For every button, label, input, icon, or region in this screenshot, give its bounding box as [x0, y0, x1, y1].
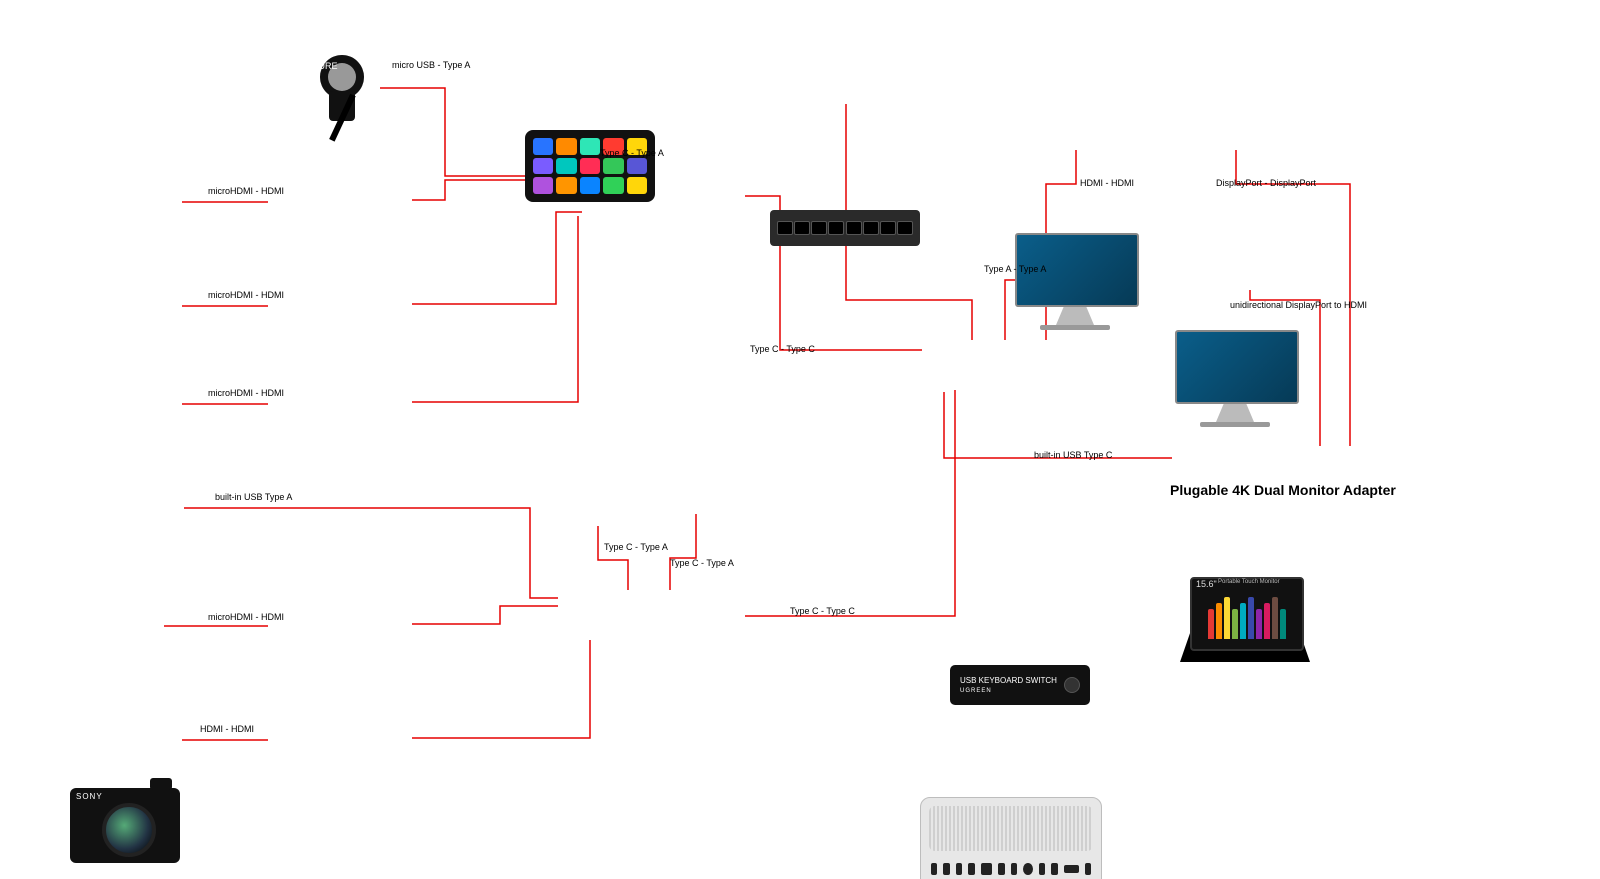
wire	[598, 526, 628, 590]
pencils-icon	[1202, 589, 1292, 639]
device-portable-monitor: 15.6" Portable Touch Monitor	[1180, 577, 1310, 662]
cable-label: microHDMI - HDMI	[208, 612, 284, 622]
device-usb-kvm: USB KEYBOARD SWITCHUGREEN	[950, 665, 1090, 705]
cable-label: Type A - Type A	[984, 264, 1046, 274]
cable-label: DisplayPort - DisplayPort	[1216, 178, 1316, 188]
cable-label: Type C - Type A	[670, 558, 734, 568]
wire	[944, 392, 1172, 458]
device-network-switch	[770, 210, 920, 246]
device-monitor-left	[1015, 233, 1135, 330]
vents-icon	[929, 806, 1093, 851]
device-monitor-right	[1175, 330, 1295, 427]
cable-label: micro USB - Type A	[392, 60, 470, 70]
cable-label: built-in USB Type C	[1034, 450, 1112, 460]
shure-brand-label: SHURE	[306, 61, 338, 71]
device-streamdeck-top	[525, 130, 655, 202]
cable-label: HDMI - HDMI	[200, 724, 254, 734]
wire	[745, 390, 955, 616]
streamdeck-keys-icon	[533, 138, 647, 194]
cable-label: HDMI - HDMI	[1080, 178, 1134, 188]
cable-label: microHDMI - HDMI	[208, 186, 284, 196]
device-shure-mic: SHURE	[310, 55, 380, 125]
portable-badge: 15.6"	[1196, 579, 1217, 589]
cable-label: Type C - Type C	[750, 344, 815, 354]
cable-label: built-in USB Type A	[215, 492, 292, 502]
device-camera-sony-black: SONY	[70, 788, 180, 863]
wire	[412, 606, 558, 624]
diagram-stage: SHURE 15.6" Portable Touch Monitor USB K…	[0, 0, 1600, 879]
wire	[412, 212, 582, 304]
monitor-panel-icon	[1175, 330, 1299, 404]
kvm-title: USB KEYBOARD SWITCHUGREEN	[960, 676, 1057, 694]
device-mac-studio	[920, 797, 1102, 879]
plugable-title: Plugable 4K Dual Monitor Adapter	[1170, 482, 1396, 498]
sony-brand-label: SONY	[76, 792, 103, 801]
cable-label: microHDMI - HDMI	[208, 388, 284, 398]
cable-label: Type C - Type A	[604, 542, 668, 552]
cable-label: Type C - Type A	[600, 148, 664, 158]
wire	[184, 508, 558, 598]
cable-label: Type C - Type C	[790, 606, 855, 616]
portable-sub: Portable Touch Monitor	[1218, 579, 1280, 585]
cable-label: unidirectional DisplayPort to HDMI	[1230, 300, 1367, 310]
wires-layer	[0, 0, 1600, 879]
wire	[670, 514, 696, 590]
rear-ports-icon	[931, 860, 1091, 878]
kvm-button-icon	[1064, 677, 1080, 693]
cable-label: microHDMI - HDMI	[208, 290, 284, 300]
wire	[412, 640, 590, 738]
wire	[412, 216, 578, 402]
lens-icon	[102, 803, 156, 857]
